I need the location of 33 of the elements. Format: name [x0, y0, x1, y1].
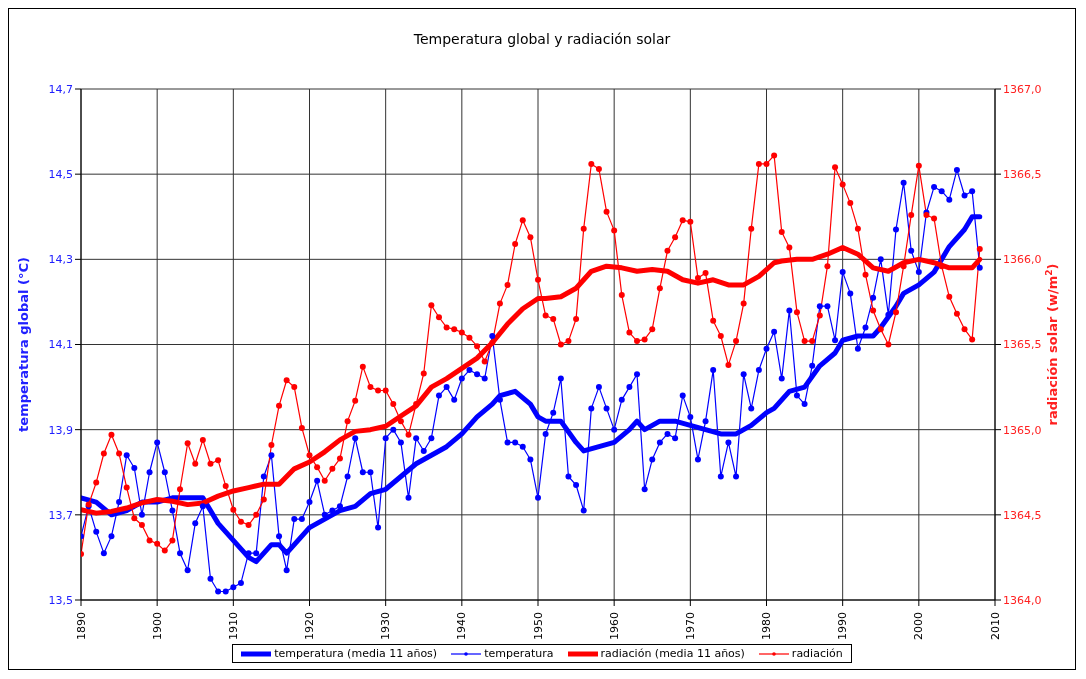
y2-tick-label: 1365,5 [1003, 338, 1042, 352]
x-tick-label: 1890 [74, 612, 88, 640]
y-tick-label: 14,3 [48, 253, 73, 267]
x-tick-label: 1960 [607, 612, 621, 640]
legend-label: temperatura (media 11 años) [274, 647, 438, 660]
y-tick-label: 14,5 [48, 168, 73, 182]
y2-tick-label: 1364,5 [1003, 508, 1042, 522]
y-tick-label: 14,1 [48, 338, 73, 352]
x-tick-label: 2010 [988, 612, 1002, 640]
legend-label: temperatura [484, 647, 554, 660]
y-tick-label: 13,9 [48, 423, 73, 437]
chart-title: Temperatura global y radiación solar [412, 30, 672, 49]
x-tick-label: 1950 [531, 612, 545, 640]
x-tick-label: 1900 [150, 612, 164, 640]
x-tick-label: 1940 [455, 612, 469, 640]
x-tick-label: 1920 [303, 612, 316, 640]
y2-tick-label: 1364,0 [1003, 593, 1042, 607]
y-tick-label: 14,7 [48, 82, 73, 96]
y2-tick-label: 1366,0 [1003, 253, 1042, 267]
legend-label: radiación [791, 647, 843, 660]
y-axis-title: temperatura global (°C) [15, 257, 31, 432]
x-tick-label: 2000 [912, 612, 926, 640]
x-tick-label: 1990 [836, 612, 850, 640]
x-tick-label: 1930 [379, 612, 393, 640]
x-tick-label: 1970 [683, 612, 697, 640]
x-tick-label: 1910 [226, 612, 240, 640]
y2-tick-label: 1366,5 [1003, 168, 1042, 182]
y2-tick-label: 1365,0 [1003, 423, 1042, 437]
legend-label: radiación (media 11 años) [600, 647, 745, 660]
y-tick-label: 13,5 [48, 593, 73, 607]
x-tick-label: 1980 [760, 612, 773, 640]
y-tick-label: 13,7 [48, 508, 73, 522]
y2-tick-label: 1367,0 [1003, 82, 1042, 96]
